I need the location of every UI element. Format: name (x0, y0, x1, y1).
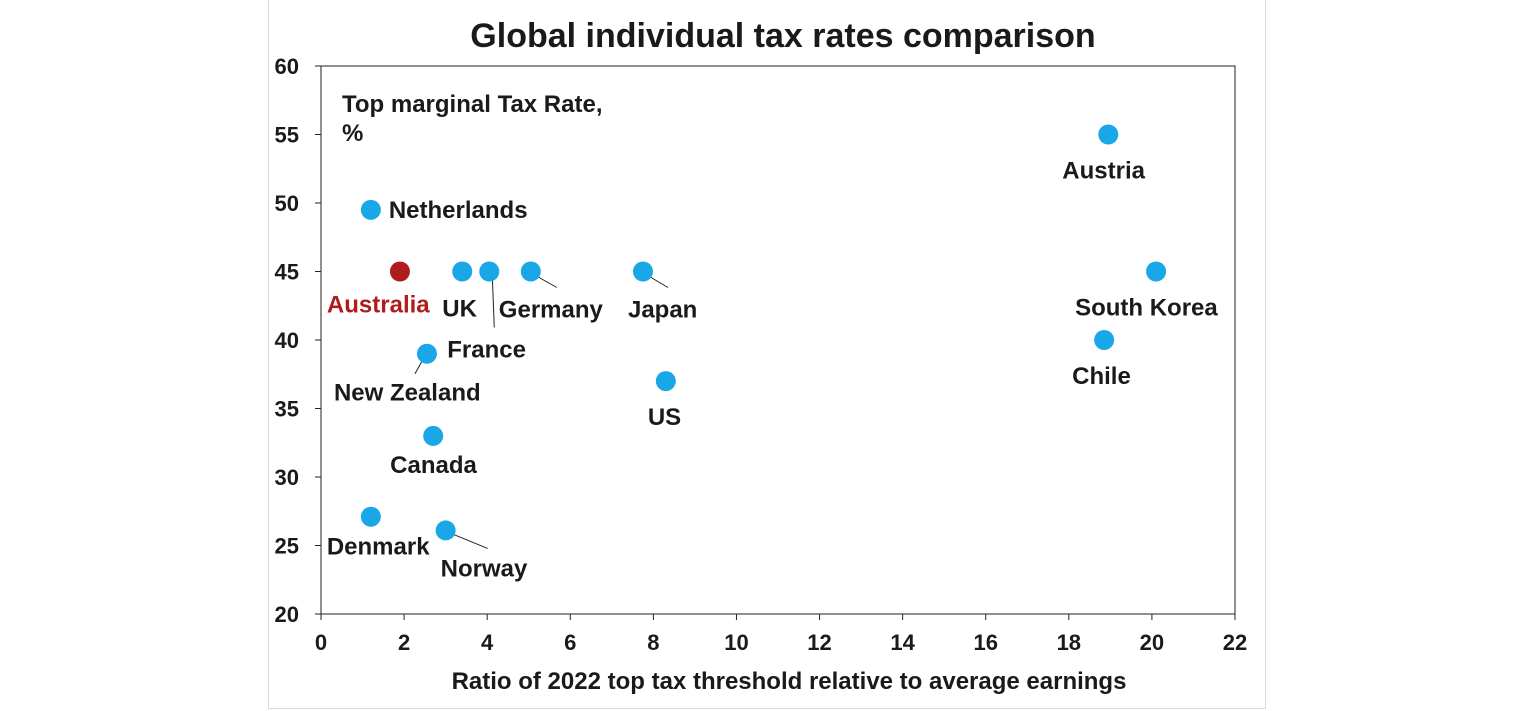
data-point (1098, 124, 1119, 145)
x-tick-label: 8 (647, 630, 659, 655)
data-label: France (447, 337, 526, 364)
data-label: Austria (1062, 158, 1145, 185)
data-label: Denmark (327, 534, 430, 561)
y-tick-label: 50 (275, 191, 299, 216)
data-label: Norway (441, 555, 528, 582)
y-tick-label: 55 (275, 123, 299, 148)
x-tick-label: 10 (724, 630, 748, 655)
data-label: Chile (1072, 363, 1131, 390)
y-tick-label: 45 (275, 260, 299, 285)
data-label: UK (442, 296, 477, 323)
data-point (520, 261, 541, 282)
data-point (1094, 330, 1115, 350)
data-label: Canada (390, 452, 477, 479)
leader-line (491, 274, 495, 328)
data-point (655, 371, 676, 392)
data-point (360, 506, 381, 527)
data-label: US (648, 404, 681, 431)
data-point (435, 520, 456, 541)
data-point (389, 261, 410, 282)
data-label: Netherlands (389, 197, 528, 224)
data-label: Japan (628, 297, 697, 324)
chart-panel: Global individual tax rates comparison T… (268, 0, 1266, 709)
scatter-chart: Global individual tax rates comparison T… (275, 17, 1248, 695)
y-tick-label: 60 (275, 54, 299, 79)
plot-area: 20 25 30 35 40 45 50 55 60 0 2 4 6 8 10 12 14 16 18 20 22 Aus… (275, 54, 1248, 655)
data-point (1146, 261, 1167, 282)
leader-line (448, 531, 488, 549)
data-label: South Korea (1075, 295, 1218, 322)
data-label: Australia (327, 292, 430, 319)
x-tick-label: 2 (398, 630, 410, 655)
y-tick-label: 40 (275, 328, 299, 353)
y-tick-label: 35 (275, 397, 299, 422)
x-axis-label: Ratio of 2022 top tax threshold relative… (452, 668, 1127, 695)
chart-title: Global individual tax rates comparison (470, 17, 1095, 55)
x-tick-label: 18 (1057, 630, 1081, 655)
data-point (452, 261, 473, 282)
x-tick-label: 0 (315, 630, 327, 655)
y-axis-label-line-1: Top marginal Tax Rate, (342, 91, 603, 118)
x-tick-label: 14 (890, 630, 915, 655)
data-point (632, 261, 653, 282)
x-tick-label: 4 (481, 630, 494, 655)
x-tick-label: 20 (1140, 630, 1164, 655)
x-tick-label: 6 (564, 630, 576, 655)
y-tick-label: 25 (275, 534, 299, 559)
y-tick-label: 30 (275, 465, 299, 490)
data-point (360, 199, 381, 220)
y-axis-label-line-2: % (342, 120, 363, 147)
data-point (416, 343, 437, 364)
y-tick-label: 20 (275, 602, 299, 627)
x-tick-label: 12 (807, 630, 831, 655)
x-tick-label: 22 (1223, 630, 1247, 655)
x-tick-label: 16 (973, 630, 997, 655)
data-point (423, 425, 444, 446)
data-label: New Zealand (334, 380, 481, 407)
data-point (479, 261, 500, 282)
data-label: Germany (499, 297, 604, 324)
